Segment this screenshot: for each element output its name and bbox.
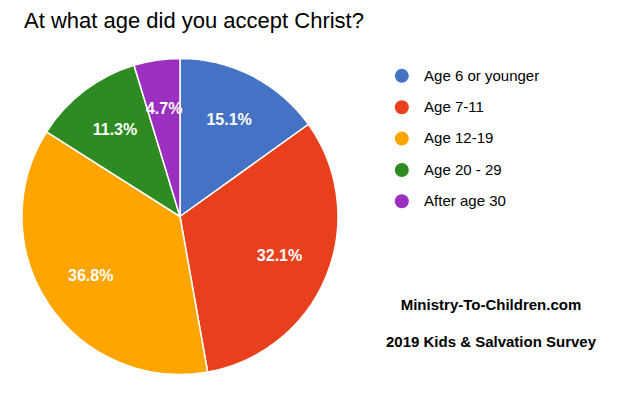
svg-text:11.3%: 11.3%: [93, 121, 137, 138]
svg-text:Age 7-11: Age 7-11: [424, 98, 484, 115]
svg-text:Age 6 or younger: Age 6 or younger: [424, 67, 539, 84]
svg-text:2019 Kids & Salvation Survey: 2019 Kids & Salvation Survey: [386, 333, 597, 350]
svg-text:Ministry-To-Children.com: Ministry-To-Children.com: [401, 296, 582, 313]
html-text:At what age did you accept Chr: At what age did you accept Christ?: [24, 8, 364, 33]
svg-text:32.1%: 32.1%: [257, 247, 302, 264]
svg-text:4.7%: 4.7%: [146, 100, 182, 117]
svg-text:Age 12-19: Age 12-19: [424, 129, 493, 146]
svg-text:Age 20 - 29: Age 20 - 29: [424, 161, 502, 178]
svg-text:15.1%: 15.1%: [206, 111, 251, 128]
svg-text:36.8%: 36.8%: [68, 267, 113, 284]
svg-text:After age 30: After age 30: [424, 192, 506, 209]
